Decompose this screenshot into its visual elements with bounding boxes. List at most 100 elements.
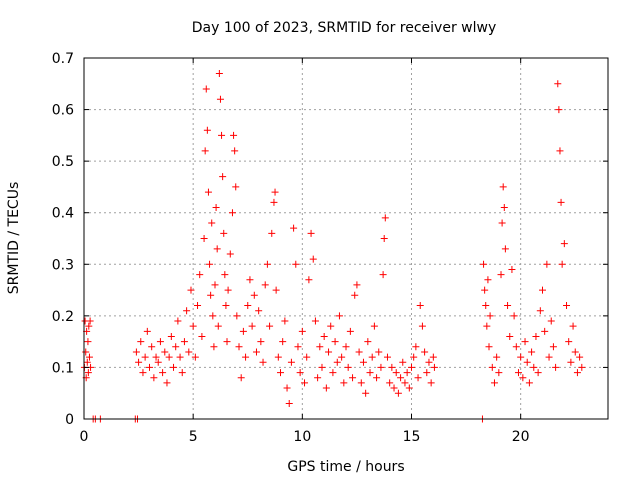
y-tick-label: 0.3	[52, 257, 74, 273]
data-point	[377, 363, 385, 371]
data-point	[536, 307, 544, 315]
data-point	[212, 204, 220, 212]
data-point	[394, 389, 402, 397]
data-point	[383, 353, 391, 361]
data-point	[325, 348, 333, 356]
data-point	[392, 369, 400, 377]
data-point	[335, 312, 343, 320]
data-point	[344, 363, 352, 371]
data-point	[261, 281, 269, 289]
data-point	[252, 348, 260, 356]
data-point	[414, 374, 422, 382]
data-point	[224, 286, 232, 294]
data-point	[408, 363, 415, 371]
y-tick-label: 0.4	[52, 206, 74, 222]
data-point	[207, 291, 215, 299]
y-tick-label: 0.2	[52, 309, 74, 325]
data-point	[495, 369, 503, 377]
data-point	[277, 369, 284, 377]
data-point	[143, 327, 151, 335]
data-point	[172, 343, 180, 351]
data-point	[523, 358, 531, 366]
data-point	[213, 245, 221, 253]
x-tick-label: 20	[512, 429, 530, 445]
data-point	[498, 219, 506, 227]
data-point	[508, 265, 516, 273]
data-point	[554, 80, 562, 88]
data-point	[165, 353, 173, 361]
y-tick-label: 0.6	[52, 103, 74, 119]
data-point	[539, 286, 546, 294]
data-point	[427, 379, 435, 387]
data-point	[412, 343, 420, 351]
data-point	[270, 198, 278, 206]
data-point	[185, 348, 193, 356]
data-point	[285, 400, 293, 408]
data-point	[320, 332, 328, 340]
data-point	[483, 322, 491, 330]
data-point	[159, 369, 167, 377]
data-point	[557, 198, 565, 206]
grid-lines	[84, 58, 608, 419]
data-point	[150, 374, 158, 382]
data-point	[514, 369, 522, 377]
data-point	[364, 338, 372, 346]
data-point	[242, 353, 250, 361]
data-point	[480, 260, 488, 268]
x-tick-label: 10	[293, 429, 311, 445]
data-point	[204, 188, 212, 196]
data-point	[259, 358, 267, 366]
data-point	[274, 353, 282, 361]
data-point	[510, 312, 518, 320]
data-point	[244, 302, 252, 310]
x-tick-label: 0	[80, 429, 89, 445]
data-point	[322, 384, 330, 392]
data-point	[316, 343, 324, 351]
data-point	[421, 348, 429, 356]
data-point	[167, 332, 175, 340]
data-point	[517, 353, 525, 361]
data-point	[545, 353, 553, 361]
data-point	[333, 358, 341, 366]
data-point	[203, 126, 211, 134]
data-point	[85, 353, 93, 361]
data-point	[237, 374, 245, 382]
data-point	[294, 343, 302, 351]
data-point	[493, 353, 501, 361]
data-point	[399, 358, 407, 366]
data-point	[303, 353, 311, 361]
data-point	[373, 374, 381, 382]
data-point	[541, 327, 549, 335]
data-point	[239, 327, 247, 335]
data-point	[223, 338, 231, 346]
data-point	[287, 358, 295, 366]
y-tick-label: 0.7	[52, 51, 74, 67]
data-point	[233, 312, 241, 320]
data-point	[146, 363, 153, 371]
data-point	[176, 353, 184, 361]
data-point	[152, 353, 160, 361]
data-point	[311, 317, 319, 325]
data-point	[255, 307, 263, 315]
data-point	[555, 106, 563, 114]
data-point	[552, 363, 560, 371]
data-point	[397, 374, 405, 382]
data-point	[174, 317, 182, 325]
data-point	[85, 322, 93, 330]
data-point	[132, 348, 140, 356]
data-point	[137, 338, 145, 346]
data-point	[558, 260, 566, 268]
data-point	[231, 147, 239, 155]
data-point	[549, 343, 557, 351]
plot-frame	[83, 57, 609, 420]
data-point	[338, 353, 346, 361]
data-point	[191, 353, 199, 361]
data-point	[281, 317, 289, 325]
axis-ticks	[83, 57, 608, 420]
data-point	[423, 369, 431, 377]
data-point	[210, 343, 218, 351]
data-point	[410, 353, 418, 361]
data-point	[183, 307, 191, 315]
data-point	[301, 379, 309, 387]
data-point	[342, 343, 350, 351]
